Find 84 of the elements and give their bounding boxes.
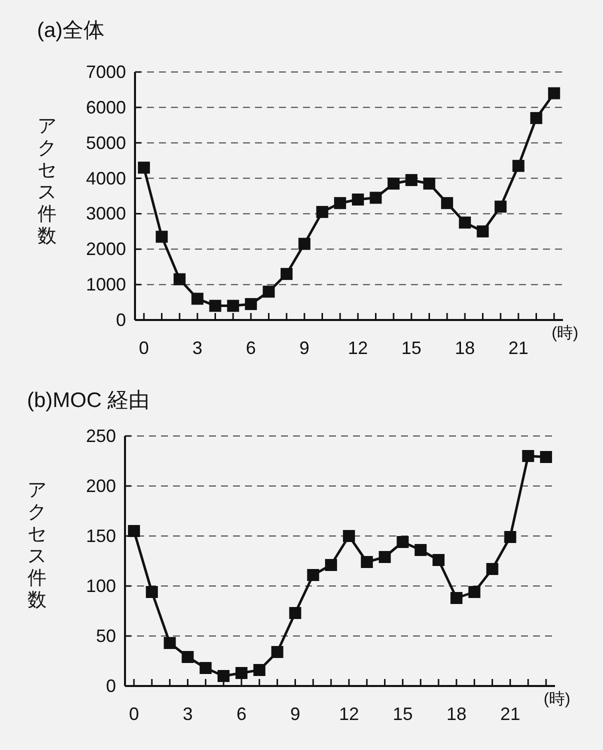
x-tick-label: 12 — [338, 704, 359, 724]
y-tick-label: 2000 — [86, 239, 126, 260]
x-tick-label: 18 — [454, 338, 475, 358]
point — [289, 607, 302, 619]
y-tick-label: 0 — [116, 310, 126, 330]
point — [174, 273, 186, 286]
point — [146, 586, 158, 598]
point — [191, 292, 204, 305]
point — [396, 536, 409, 548]
y-tick-label: 150 — [86, 526, 116, 546]
point — [423, 178, 436, 190]
point — [360, 556, 373, 568]
point — [138, 162, 150, 174]
y-tick-label: 4000 — [86, 168, 126, 188]
y-tick-label: 50 — [96, 626, 116, 646]
y-tick-label: 3000 — [86, 204, 126, 224]
point — [271, 646, 284, 658]
point — [164, 637, 176, 649]
y-tick-label: 200 — [86, 476, 116, 496]
x-tick-label: 9 — [299, 338, 310, 358]
point — [468, 586, 480, 598]
x-tick-label: 0 — [128, 704, 139, 724]
point — [342, 530, 355, 542]
x-tick-label: 15 — [401, 338, 422, 358]
point — [200, 662, 212, 674]
point — [378, 551, 391, 563]
y-tick-label: 7000 — [86, 62, 126, 82]
point — [414, 544, 427, 556]
y-tick-label: 1000 — [86, 274, 126, 295]
point — [494, 200, 507, 213]
point — [218, 670, 230, 682]
point — [504, 531, 516, 543]
point — [298, 238, 310, 250]
point — [244, 298, 257, 310]
point — [370, 192, 382, 204]
point — [352, 194, 364, 206]
y-tick-label: 5000 — [86, 132, 126, 153]
point — [235, 667, 248, 679]
point — [388, 178, 400, 190]
point — [476, 225, 489, 238]
x-tick-label: 3 — [192, 338, 202, 358]
x-axis-title: (時) — [544, 690, 570, 708]
point — [325, 559, 338, 571]
point — [512, 160, 524, 172]
x-axis-title: (時) — [552, 324, 578, 342]
y-tick-label: 100 — [86, 576, 116, 596]
point — [530, 112, 542, 124]
x-tick-label: 18 — [446, 704, 466, 724]
x-tick-label: 9 — [290, 704, 300, 724]
chart-title: (a)全体 — [37, 19, 105, 42]
point — [405, 174, 418, 186]
point — [253, 664, 266, 676]
x-tick-label: 6 — [236, 704, 246, 724]
point — [262, 286, 275, 298]
point — [540, 451, 552, 463]
point — [182, 651, 194, 663]
x-tick-label: 21 — [508, 338, 528, 358]
y-tick-label: 6000 — [86, 97, 126, 118]
point — [548, 87, 560, 100]
point — [458, 216, 471, 229]
x-tick-label: 0 — [138, 338, 149, 358]
y-tick-label: 0 — [106, 676, 116, 696]
x-tick-label: 3 — [182, 704, 193, 724]
point — [432, 554, 445, 566]
x-tick-label: 15 — [392, 704, 413, 724]
point — [307, 569, 320, 581]
y-axis-title: アクセス件数 — [28, 480, 46, 611]
point — [128, 525, 140, 537]
point — [156, 230, 168, 243]
x-tick-label: 21 — [500, 704, 520, 724]
point — [441, 197, 454, 210]
point — [209, 300, 222, 312]
y-axis-title: アクセス件数 — [38, 116, 56, 247]
point — [486, 563, 498, 575]
point — [280, 268, 293, 280]
point — [227, 300, 240, 312]
point — [522, 450, 534, 462]
point — [450, 592, 462, 604]
x-tick-label: 6 — [246, 338, 256, 358]
point — [334, 197, 346, 210]
point — [316, 206, 328, 218]
y-tick-label: 250 — [86, 426, 116, 446]
x-tick-label: 12 — [348, 338, 368, 358]
chart-title: (b)MOC 経由 — [27, 389, 150, 412]
